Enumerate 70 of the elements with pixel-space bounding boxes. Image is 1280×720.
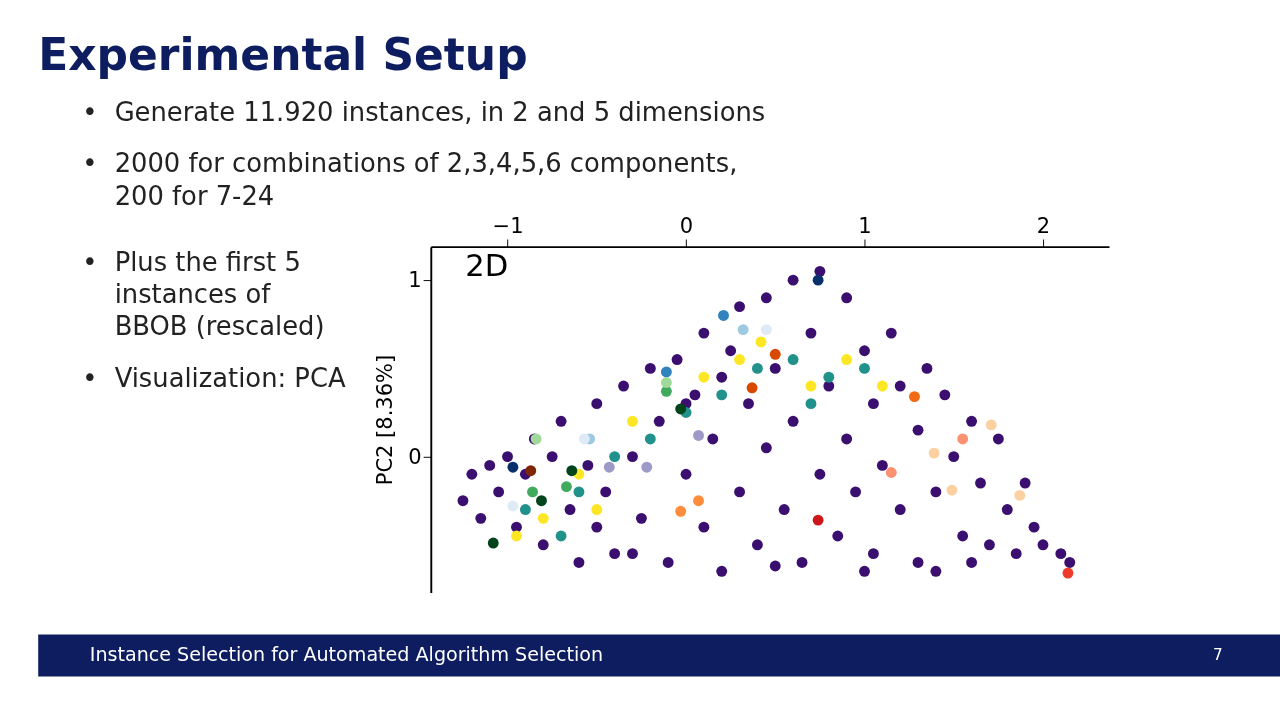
point <box>555 530 567 542</box>
point <box>760 324 772 336</box>
text: Plus the first 5 instances of BBOB (rescaled) <box>114 246 325 342</box>
point <box>675 403 687 415</box>
point <box>751 362 763 374</box>
text: • <box>82 363 98 394</box>
point <box>746 382 758 394</box>
point <box>591 504 603 515</box>
text: Instance Selection for Automated Algorithm Selection <box>89 643 604 667</box>
point <box>769 348 781 360</box>
text: • <box>82 148 98 179</box>
point <box>734 354 746 365</box>
point <box>812 274 824 286</box>
point <box>928 447 940 459</box>
point <box>627 415 638 427</box>
point <box>909 391 920 403</box>
point <box>693 430 704 441</box>
annotation: 2D <box>465 248 509 284</box>
point <box>985 419 997 431</box>
point <box>718 310 729 321</box>
point <box>603 461 615 473</box>
text: 7 <box>1212 646 1223 665</box>
point <box>787 354 799 365</box>
point <box>507 461 519 473</box>
y-axis-title: PC2 [8.36%] <box>372 354 398 486</box>
point <box>812 514 824 526</box>
point <box>537 512 549 524</box>
x-tick-label: 1 <box>858 212 872 238</box>
text: Visualization: PCA <box>114 363 346 394</box>
point <box>1014 489 1026 501</box>
point <box>885 467 897 478</box>
text: • <box>82 246 98 277</box>
point <box>1062 567 1074 579</box>
point <box>525 465 537 477</box>
point <box>609 451 621 463</box>
point <box>561 481 572 493</box>
point <box>641 461 653 473</box>
point <box>946 484 958 496</box>
point <box>519 504 531 515</box>
point <box>693 495 704 507</box>
point <box>957 433 969 445</box>
text: 2000 for combinations of 2,3,4,5,6 components, 200 for 7-24 <box>114 148 738 211</box>
point <box>737 324 749 336</box>
point <box>578 433 590 445</box>
point <box>675 505 687 517</box>
x-tick-label: −1 <box>492 212 524 238</box>
point <box>507 500 519 512</box>
point <box>841 354 853 365</box>
point <box>859 362 870 374</box>
text: • <box>82 96 98 127</box>
point <box>644 433 656 445</box>
point <box>805 398 817 410</box>
point <box>511 530 522 542</box>
point <box>527 486 538 498</box>
point <box>566 465 578 477</box>
text: Generate 11.920 instances, in 2 and 5 dimensions <box>114 96 766 127</box>
x-tick-label: 0 <box>679 212 694 238</box>
point <box>487 537 499 549</box>
point <box>755 336 767 348</box>
point <box>660 377 672 388</box>
point <box>876 380 888 392</box>
point <box>823 371 835 383</box>
point <box>805 380 817 392</box>
point <box>536 495 547 507</box>
point <box>660 366 672 378</box>
point <box>573 486 585 498</box>
x-tick-label: 2 <box>1036 212 1051 238</box>
chart-title: Experimental Setup <box>38 28 528 80</box>
point <box>716 389 728 401</box>
point <box>698 371 710 383</box>
